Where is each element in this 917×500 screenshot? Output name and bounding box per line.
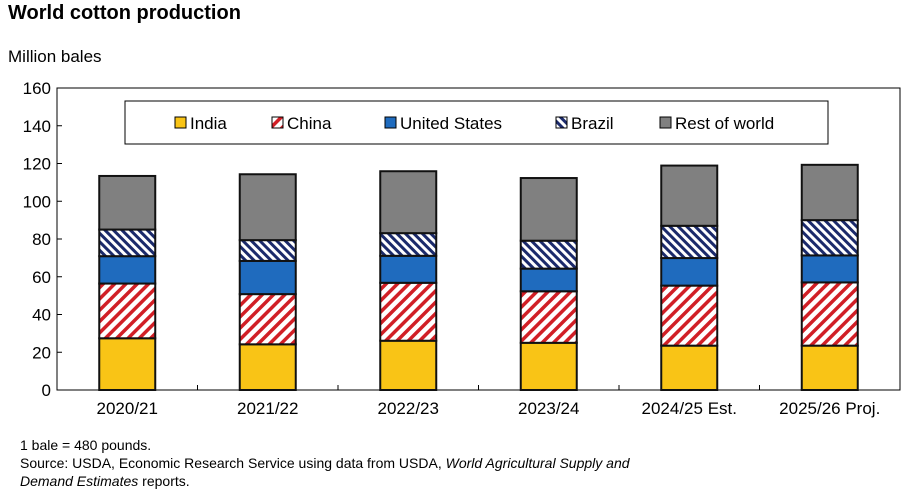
y-tick-label: 120 <box>23 155 51 174</box>
stacked-bar-chart: 0 20 40 60 80 100 120 140 160 2020/21 2021/22 2022/… <box>23 79 901 418</box>
legend-label: India <box>190 114 227 133</box>
bar-segment-brazil <box>98 228 157 258</box>
bar-segment-rest-of-world <box>660 164 719 227</box>
bar-segment-rest-of-world <box>379 170 438 235</box>
bar-segment-rest-of-world <box>98 174 157 231</box>
legend-swatch <box>659 116 672 129</box>
x-tick-label: 2024/25 Est. <box>642 399 737 418</box>
bar-segment-united-states <box>379 254 438 284</box>
source-italic-2: Demand Estimates <box>20 473 139 489</box>
bar-segment-china <box>238 293 297 346</box>
bar-segment-united-states <box>660 257 719 287</box>
y-tick-label: 160 <box>23 79 51 98</box>
bar-segment-brazil <box>660 224 719 260</box>
legend-swatch <box>555 116 568 129</box>
y-tick-label: 60 <box>32 268 51 287</box>
bar-segment-india <box>238 343 297 392</box>
note-source: Source: USDA, Economic Research Service … <box>20 454 630 472</box>
bar-segment-china <box>800 281 859 347</box>
bar-segment-brazil <box>379 232 438 257</box>
bar-segment-india <box>379 339 438 391</box>
chart-title: World cotton production <box>8 2 241 24</box>
x-tick-label: 2021/22 <box>237 399 298 418</box>
bar-segment-rest-of-world <box>519 177 578 242</box>
bar-segment-india <box>98 337 157 391</box>
y-axis-label: Million bales <box>8 47 102 66</box>
bar-segment-united-states <box>98 255 157 285</box>
bar-segment-united-states <box>519 267 578 293</box>
y-tick-label: 0 <box>42 381 51 400</box>
legend-label: United States <box>400 114 502 133</box>
x-tick-label: 2020/21 <box>97 399 158 418</box>
legend-swatch <box>174 116 187 129</box>
bar-segment-brazil <box>519 239 578 270</box>
bar-segment-china <box>98 282 157 340</box>
bar-segment-india <box>800 344 859 391</box>
y-tick-label: 140 <box>23 117 51 136</box>
bar-segment-china <box>519 290 578 344</box>
bar-segment-rest-of-world <box>800 163 859 222</box>
bar-segment-india <box>660 344 719 391</box>
bar-segment-rest-of-world <box>238 173 297 242</box>
note-bale: 1 bale = 480 pounds. <box>20 437 152 453</box>
bar-segment-brazil <box>238 239 297 262</box>
source-suffix: reports. <box>138 473 190 489</box>
bar-segment-china <box>660 284 719 347</box>
x-tick-label: 2023/24 <box>518 399 579 418</box>
legend-box <box>124 100 829 145</box>
y-tick-label: 100 <box>23 192 51 211</box>
bar-segment-brazil <box>800 219 859 257</box>
footnotes: 1 bale = 480 pounds. Source: USDA, Econo… <box>20 436 630 490</box>
x-tick-label: 2022/23 <box>378 399 439 418</box>
legend-swatch <box>271 116 284 129</box>
x-tick-label: 2025/26 Proj. <box>779 399 880 418</box>
legend-label: Brazil <box>571 114 614 133</box>
bar-segment-united-states <box>238 259 297 296</box>
y-tick-label: 40 <box>32 306 51 325</box>
legend-swatch <box>384 116 397 129</box>
source-text: Source: USDA, Economic Research Service … <box>20 455 446 471</box>
bar-segment-india <box>519 341 578 391</box>
legend-label: China <box>287 114 332 133</box>
bar-segment-united-states <box>800 254 859 284</box>
source-italic: World Agricultural Supply and <box>445 455 630 471</box>
note-source-cont: Demand Estimates reports. <box>20 472 630 490</box>
bar-segment-china <box>379 281 438 342</box>
y-tick-label: 20 <box>32 343 51 362</box>
legend-label: Rest of world <box>675 114 774 133</box>
y-tick-label: 80 <box>32 230 51 249</box>
